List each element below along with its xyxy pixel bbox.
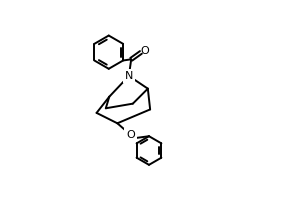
- Text: O: O: [126, 130, 135, 140]
- Text: O: O: [141, 46, 149, 56]
- Text: N: N: [125, 71, 133, 81]
